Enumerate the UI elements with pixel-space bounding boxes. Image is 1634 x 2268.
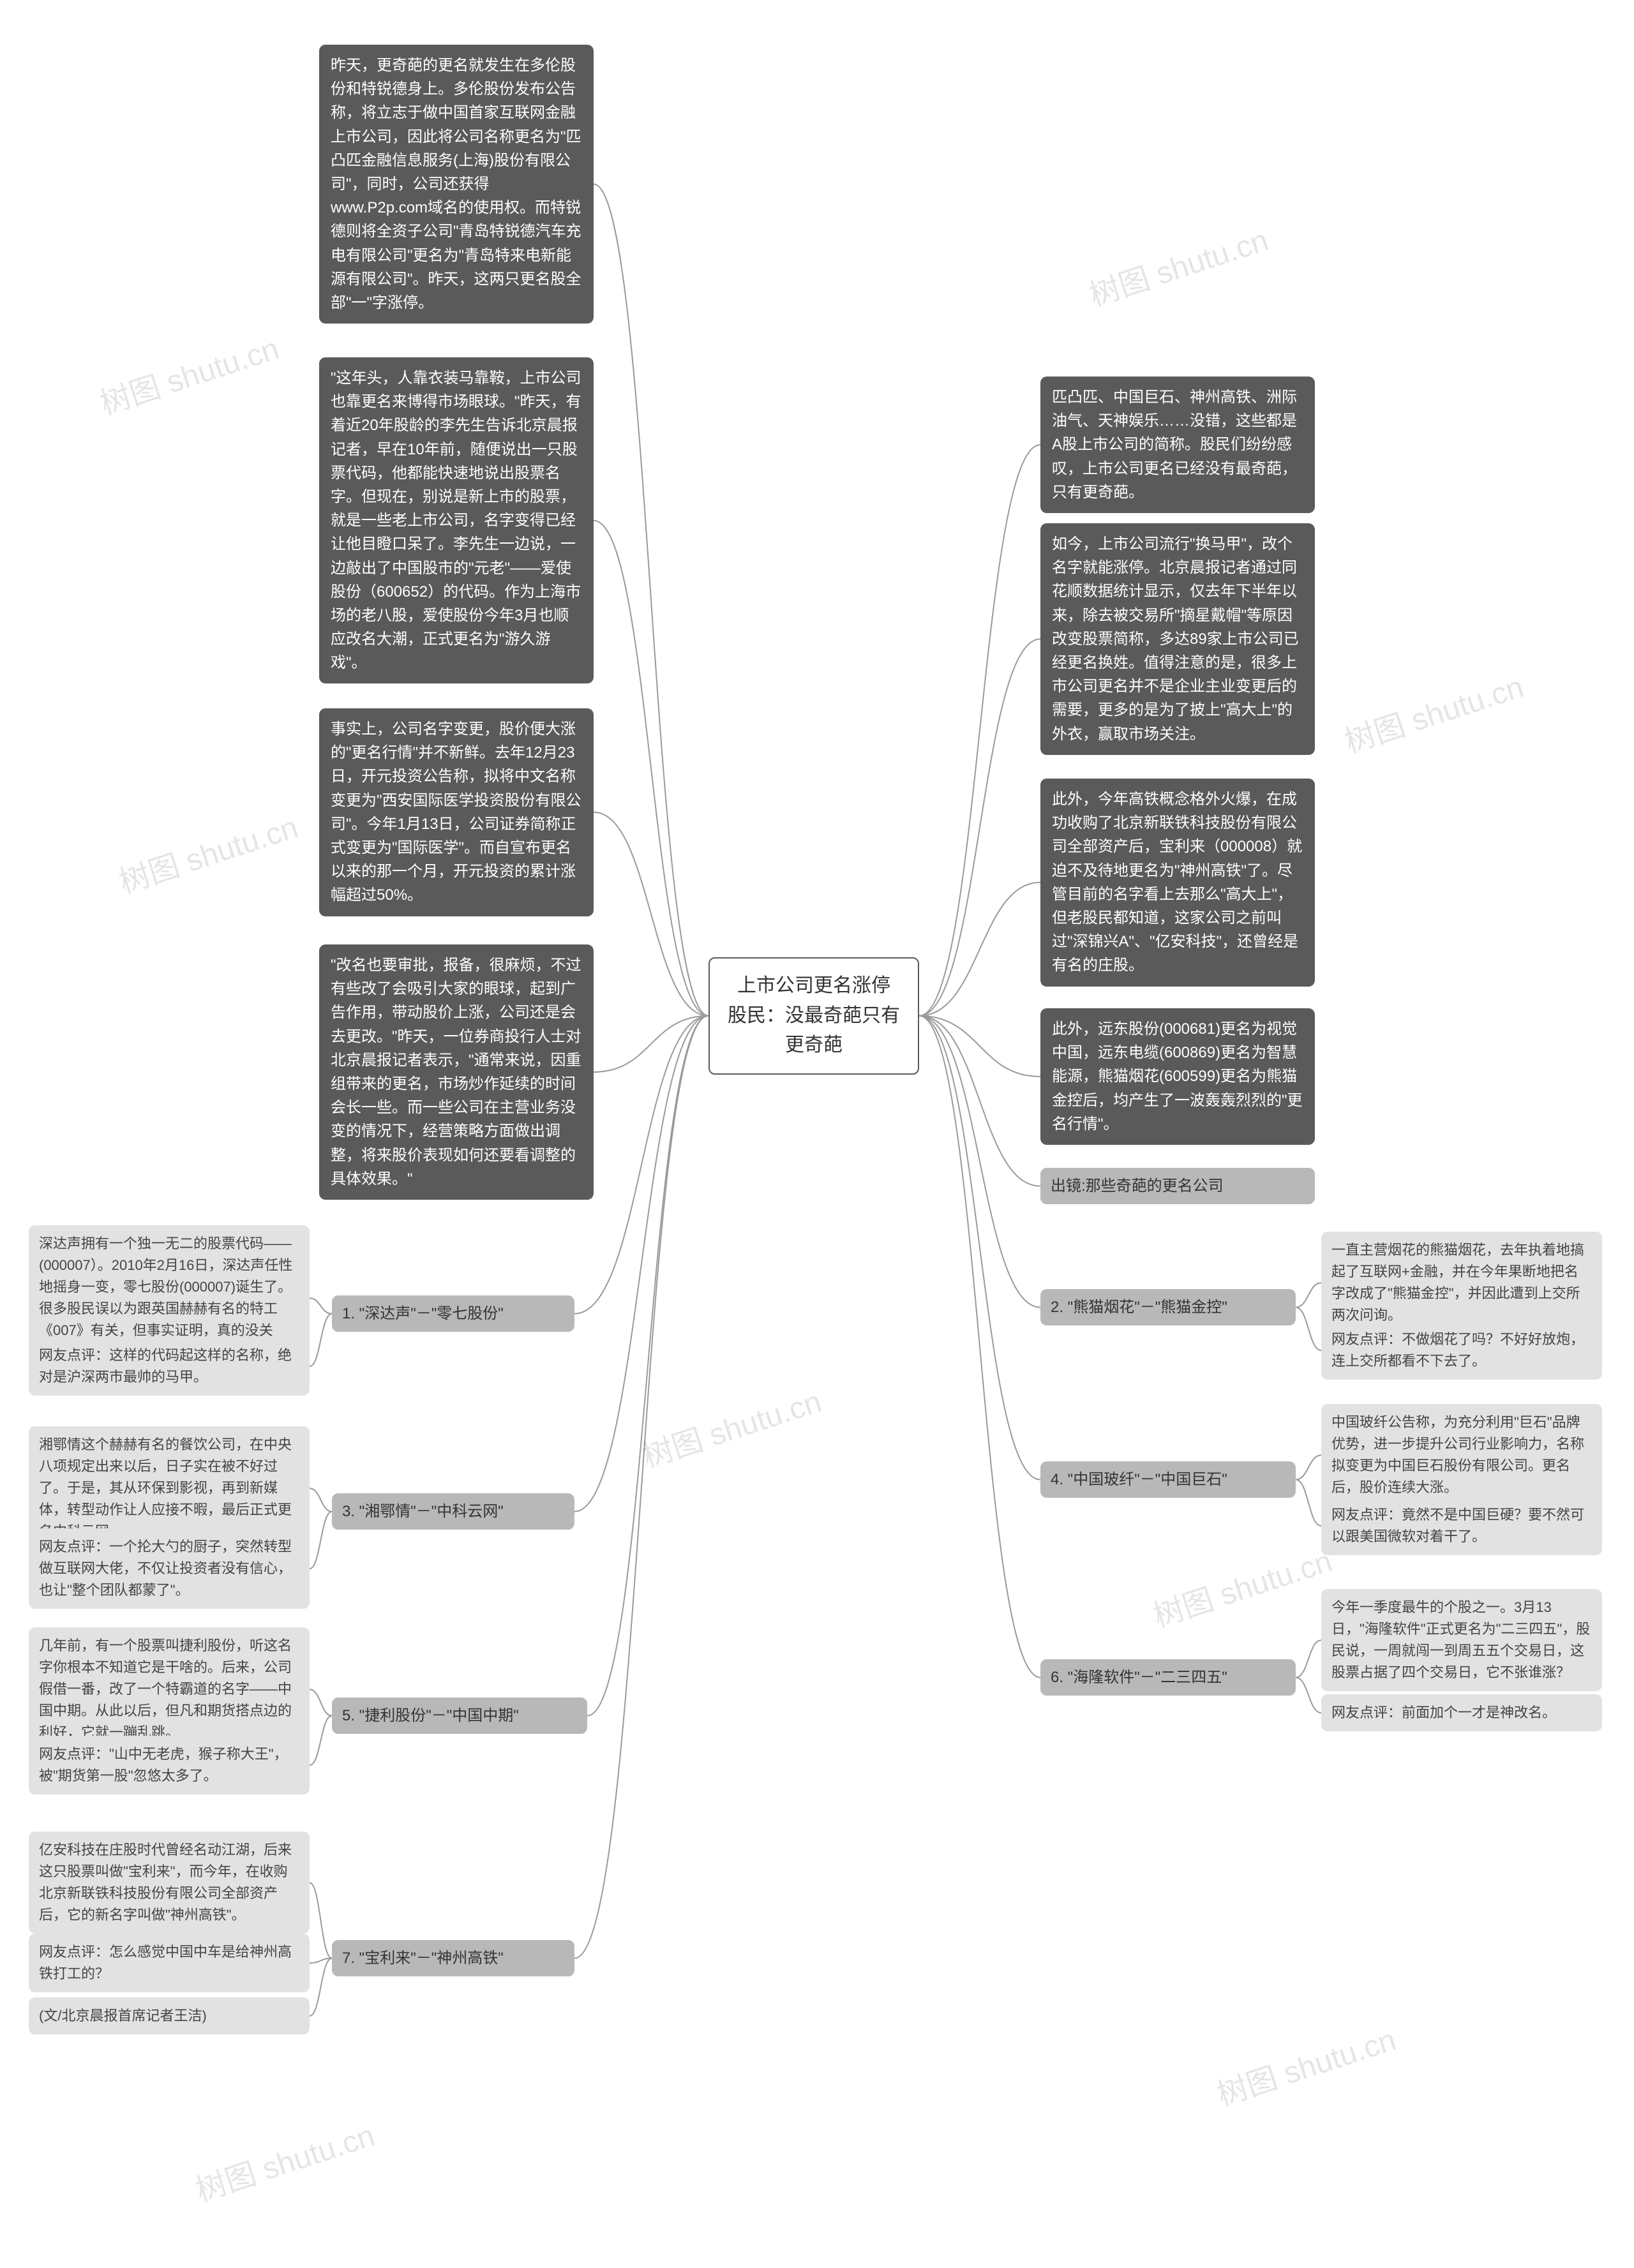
right-mid-node: 4. "中国玻纤"－"中国巨石": [1040, 1461, 1296, 1498]
right-light-node: 中国玻纤公告称，为充分利用"巨石"品牌优势，进一步提升公司行业影响力，名称拟变更…: [1321, 1404, 1602, 1506]
watermark: 树图 shutu.cn: [1146, 1536, 1337, 1636]
left-light-node: 几年前，有一个股票叫捷利股份，听这名字你根本不知道它是干啥的。后来，公司假借一番…: [29, 1627, 310, 1751]
left-light-node: 网友点评：怎么感觉中国中车是给神州高铁打工的？: [29, 1934, 310, 1992]
watermark: 树图 shutu.cn: [112, 802, 303, 902]
right-mid-node: 2. "熊猫烟花"－"熊猫金控": [1040, 1289, 1296, 1325]
right-light-node: 网友点评：不做烟花了吗？不好好放炮，连上交所都看不下去了。: [1321, 1321, 1602, 1380]
right-header-node: 出镜:那些奇葩的更名公司: [1040, 1168, 1315, 1204]
left-mid-node: 5. "捷利股份"－"中国中期": [332, 1697, 587, 1734]
watermark: 树图 shutu.cn: [1083, 215, 1273, 315]
watermark: 树图 shutu.cn: [636, 1376, 826, 1476]
right-mid-node: 6. "海隆软件"－"二三四五": [1040, 1659, 1296, 1696]
left-mid-node: 1. "深达声"－"零七股份": [332, 1295, 574, 1332]
left-light-node: 网友点评：这样的代码起这样的名称，绝对是沪深两市最帅的马甲。: [29, 1337, 310, 1396]
right-light-node: 网友点评：前面加个一才是神改名。: [1321, 1694, 1602, 1731]
left-light-node: (文/北京晨报首席记者王洁): [29, 1997, 310, 2034]
right-dark-node: 匹凸匹、中国巨石、神州高铁、洲际油气、天神娱乐……没错，这些都是A股上市公司的简…: [1040, 377, 1315, 513]
right-dark-node: 此外，今年高铁概念格外火爆，在成功收购了北京新联铁科技股份有限公司全部资产后，宝…: [1040, 779, 1315, 987]
left-mid-node: 7. "宝利来"－"神州高铁": [332, 1940, 574, 1976]
watermark: 树图 shutu.cn: [1210, 2015, 1400, 2114]
left-light-node: 网友点评：一个抡大勺的厨子，突然转型做互联网大佬，不仅让投资者没有信心，也让"整…: [29, 1528, 310, 1609]
left-light-node: 亿安科技在庄股时代曾经名动江湖，后来这只股票叫做"宝利来"，而今年，在收购北京新…: [29, 1832, 310, 1934]
left-dark-node: 事实上，公司名字变更，股价便大涨的"更名行情"并不新鲜。去年12月23日，开元投…: [319, 708, 594, 916]
left-dark-node: "改名也要审批，报备，很麻烦，不过有些改了会吸引大家的眼球，起到广告作用，带动股…: [319, 944, 594, 1200]
root-node: 上市公司更名涨停 股民：没最奇葩只有更奇葩: [708, 957, 919, 1075]
watermark: 树图 shutu.cn: [93, 324, 283, 423]
right-light-node: 网友点评：竟然不是中国巨硬？要不然可以跟美国微软对着干了。: [1321, 1496, 1602, 1555]
right-light-node: 一直主营烟花的熊猫烟花，去年执着地搞起了互联网+金融，并在今年果断地把名字改成了…: [1321, 1232, 1602, 1334]
left-mid-node: 3. "湘鄂情"－"中科云网": [332, 1493, 574, 1530]
left-light-node: 网友点评："山中无老虎，猴子称大王"，被"期货第一股"忽悠太多了。: [29, 1736, 310, 1794]
left-dark-node: 昨天，更奇葩的更名就发生在多伦股份和特锐德身上。多伦股份发布公告称，将立志于做中…: [319, 45, 594, 324]
left-dark-node: "这年头，人靠衣装马靠鞍，上市公司也靠更名来博得市场眼球。"昨天，有着近20年股…: [319, 357, 594, 683]
watermark: 树图 shutu.cn: [189, 2110, 379, 2210]
right-light-node: 今年一季度最牛的个股之一。3月13日，"海隆软件"正式更名为"二三四五"，股民说…: [1321, 1589, 1602, 1691]
right-dark-node: 如今，上市公司流行"换马甲"，改个名字就能涨停。北京晨报记者通过同花顺数据统计显…: [1040, 523, 1315, 755]
watermark: 树图 shutu.cn: [1338, 662, 1528, 761]
right-dark-node: 此外，远东股份(000681)更名为视觉中国，远东电缆(600869)更名为智慧…: [1040, 1008, 1315, 1145]
